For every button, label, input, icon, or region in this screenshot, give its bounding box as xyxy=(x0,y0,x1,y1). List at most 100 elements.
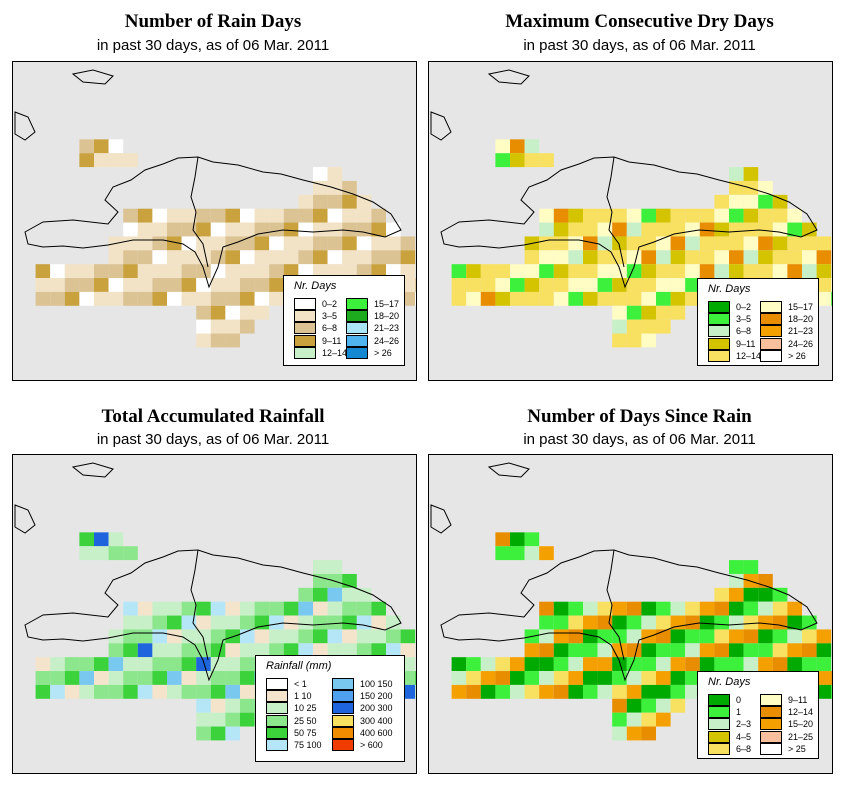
grid-cell xyxy=(495,264,510,279)
grid-cell xyxy=(524,291,540,306)
grid-cell xyxy=(539,291,554,306)
grid-cell xyxy=(342,601,357,616)
grid-cell xyxy=(240,684,255,699)
legend-label: 0 xyxy=(736,695,742,705)
grid-cell xyxy=(327,629,343,644)
legend-swatch xyxy=(708,742,730,755)
grid-cell xyxy=(816,291,832,306)
grid-cell xyxy=(626,291,642,306)
grid-cell xyxy=(641,698,656,713)
grid-cell xyxy=(210,236,226,251)
grid-cell xyxy=(225,643,240,658)
grid-cell xyxy=(626,712,642,727)
grid-cell xyxy=(699,629,715,644)
grid-cell xyxy=(539,236,554,251)
grid-cell xyxy=(612,250,627,265)
grid-cell xyxy=(225,601,240,616)
grid-cell xyxy=(743,167,759,181)
grid-cell xyxy=(714,208,729,223)
grid-cell xyxy=(816,264,832,279)
grid-cell xyxy=(225,657,240,672)
grid-cell xyxy=(480,684,496,699)
legend-label: 9–11 xyxy=(788,695,808,705)
legend-title: Rainfall (mm) xyxy=(266,660,332,672)
grid-cell xyxy=(699,601,715,616)
grid-cell xyxy=(626,208,642,223)
grid-cell xyxy=(626,601,642,616)
grid-cell xyxy=(626,236,642,251)
panel-subtitle: in past 30 days, as of 06 Mar. 2011 xyxy=(523,431,756,448)
grid-cell xyxy=(342,222,357,237)
grid-cell xyxy=(553,278,569,292)
legend-label: 10 25 xyxy=(294,703,317,714)
panel-title: Number of Rain Days xyxy=(124,11,302,32)
grid-cell xyxy=(181,615,197,630)
grid-cell xyxy=(181,601,197,616)
grid-cell xyxy=(210,278,226,292)
grid-cell xyxy=(466,291,481,306)
grid-cell xyxy=(123,671,138,685)
grid-cell xyxy=(772,236,788,251)
grid-cell xyxy=(400,250,416,265)
grid-cell xyxy=(583,264,598,279)
panel-subtitle: in past 30 days, as of 06 Mar. 2011 xyxy=(96,37,330,54)
grid-cell xyxy=(167,222,182,237)
legend-swatch xyxy=(760,349,782,362)
grid-cell xyxy=(626,684,642,699)
grid-cell xyxy=(539,208,554,223)
legend-swatch xyxy=(332,714,354,727)
grid-cell xyxy=(656,250,671,265)
legend-label: 24–26 xyxy=(374,335,400,346)
grid-cell xyxy=(758,250,773,265)
grid-cell xyxy=(181,629,197,644)
grid-cell xyxy=(758,601,773,616)
grid-cell xyxy=(495,153,510,168)
grid-cell xyxy=(626,333,642,348)
grid-cell xyxy=(108,684,124,699)
legend-label: 0–2 xyxy=(322,299,338,309)
legend-label: 9–11 xyxy=(322,335,342,346)
panel-title: Maximum Consecutive Dry Days xyxy=(505,11,774,32)
grid-cell xyxy=(342,208,357,223)
grid-cell xyxy=(240,601,255,616)
grid-cell xyxy=(568,278,583,292)
legend-label: 200 300 xyxy=(360,703,393,714)
grid-cell xyxy=(283,615,299,630)
grid-cell xyxy=(612,698,627,713)
grid-cell xyxy=(64,291,80,306)
grid-cell xyxy=(641,305,656,320)
panel-title: Total Accumulated Rainfall xyxy=(101,406,325,427)
grid-cell xyxy=(656,208,671,223)
legend-label: > 25 xyxy=(788,743,806,754)
grid-cell xyxy=(699,615,715,630)
legend-label: 0–2 xyxy=(736,302,752,312)
grid-cell xyxy=(327,167,343,181)
legend-swatch xyxy=(760,337,782,350)
grid-cell xyxy=(685,643,700,658)
grid-cell xyxy=(181,250,197,265)
grid-cell xyxy=(685,278,700,292)
grid-cell xyxy=(181,643,197,658)
grid-cell xyxy=(298,601,313,616)
grid-cell xyxy=(50,684,65,699)
grid-cell xyxy=(626,726,642,741)
grid-cell xyxy=(583,657,598,672)
grid-cell xyxy=(240,305,255,320)
grid-cell xyxy=(539,153,554,168)
legend-swatch xyxy=(266,690,288,703)
grid-cell xyxy=(167,643,182,658)
grid-cell xyxy=(641,333,656,348)
grid-cell xyxy=(685,601,700,616)
grid-cell xyxy=(685,671,700,685)
grid-cell xyxy=(123,291,138,306)
grid-cell xyxy=(480,671,496,685)
grid-cell xyxy=(480,291,496,306)
grid-cell xyxy=(626,319,642,334)
grid-cell xyxy=(269,601,284,616)
legend-swatch xyxy=(760,742,782,755)
grid-cell xyxy=(123,208,138,223)
grid-cell xyxy=(758,208,773,223)
map-canvas xyxy=(430,69,832,348)
grid-cell xyxy=(167,236,182,251)
